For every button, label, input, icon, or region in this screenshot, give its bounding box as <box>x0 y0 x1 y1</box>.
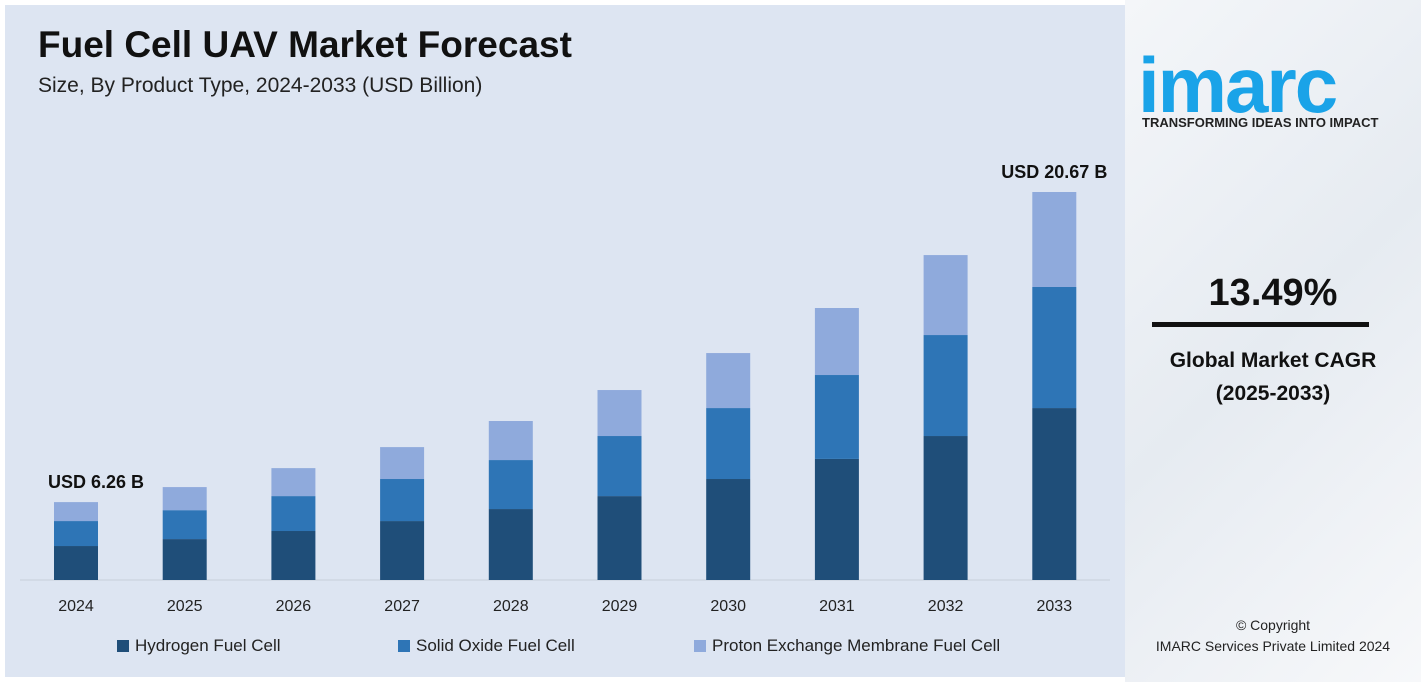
tagline: TRANSFORMING IDEAS INTO IMPACT <box>1142 115 1379 130</box>
bar-segment <box>1032 286 1077 409</box>
bar-segment <box>271 468 316 497</box>
legend-label: Hydrogen Fuel Cell <box>135 636 281 655</box>
legend-label: Solid Oxide Fuel Cell <box>416 636 575 655</box>
legend-item-pem: Proton Exchange Membrane Fuel Cell <box>694 636 1000 656</box>
legend-swatch <box>694 640 706 652</box>
bar-segment <box>706 353 751 409</box>
legend-item-solid-oxide: Solid Oxide Fuel Cell <box>398 636 575 656</box>
legend-label: Proton Exchange Membrane Fuel Cell <box>712 636 1001 655</box>
bar-segment <box>488 421 533 461</box>
bar-segment <box>488 460 533 510</box>
x-tick-label: 2024 <box>58 598 94 615</box>
bar-segment <box>923 335 968 437</box>
cagr-label: Global Market CAGR (2025-2033) <box>1125 344 1421 410</box>
bar-segment <box>597 436 642 497</box>
bar-segment <box>271 531 316 580</box>
bar-segment <box>54 521 98 547</box>
bar-chart: 2024 USD 6.26 B 2025 2026 2027 2028 2029 2030 20… <box>20 162 1110 615</box>
total-label: USD 6.26 B <box>48 472 144 492</box>
copyright: © Copyright IMARC Services Private Limite… <box>1125 615 1421 657</box>
bar-segment <box>597 496 642 580</box>
bar-segment <box>162 487 207 511</box>
chart-title: Fuel Cell UAV Market Forecast <box>38 24 572 65</box>
bar-segment <box>706 408 751 480</box>
x-tick-label: 2032 <box>928 598 964 615</box>
x-tick-label: 2027 <box>384 598 420 615</box>
bar-segment <box>380 447 425 480</box>
bar-segment <box>488 509 533 580</box>
bar-segment <box>271 496 316 532</box>
cagr-period: (2025-2033) <box>1215 382 1331 405</box>
x-tick-label: 2025 <box>167 598 203 615</box>
bar-segment <box>597 390 642 437</box>
total-label: USD 20.67 B <box>1001 162 1107 182</box>
copyright-line1: © Copyright <box>1235 617 1311 633</box>
imarc-logo: imarc <box>1138 41 1338 129</box>
bar-segment <box>162 539 207 580</box>
legend-swatch <box>117 640 129 652</box>
bar-segment <box>54 502 98 522</box>
chart-subtitle: Size, By Product Type, 2024-2033 (USD Bi… <box>38 74 483 97</box>
bar-segment <box>1032 408 1077 580</box>
x-tick-label: 2028 <box>493 598 529 615</box>
info-panel <box>1125 0 1421 682</box>
x-tick-label: 2033 <box>1037 598 1073 615</box>
bar-segment <box>814 458 859 580</box>
x-tick-label: 2030 <box>710 598 746 615</box>
bar-segment <box>706 479 751 580</box>
x-tick-label: 2026 <box>276 598 312 615</box>
bar-segment <box>814 308 859 376</box>
x-tick-label: 2031 <box>819 598 855 615</box>
cagr-label-text: Global Market CAGR <box>1169 349 1377 372</box>
bar-segment <box>923 255 968 336</box>
bar-segment <box>54 546 98 580</box>
bar-segment <box>923 436 968 580</box>
legend-swatch <box>398 640 410 652</box>
bar-segment <box>162 510 207 540</box>
cagr-value: 13.49% <box>1208 272 1338 314</box>
bar-segment <box>380 479 425 522</box>
divider <box>1152 322 1369 327</box>
x-tick-label: 2029 <box>602 598 638 615</box>
bar-segment <box>380 521 425 580</box>
bar-segment <box>814 375 859 459</box>
copyright-line2: IMARC Services Private Limited 2024 <box>1155 638 1391 654</box>
bar-segment <box>1032 192 1077 287</box>
legend-item-hydrogen: Hydrogen Fuel Cell <box>117 636 281 656</box>
